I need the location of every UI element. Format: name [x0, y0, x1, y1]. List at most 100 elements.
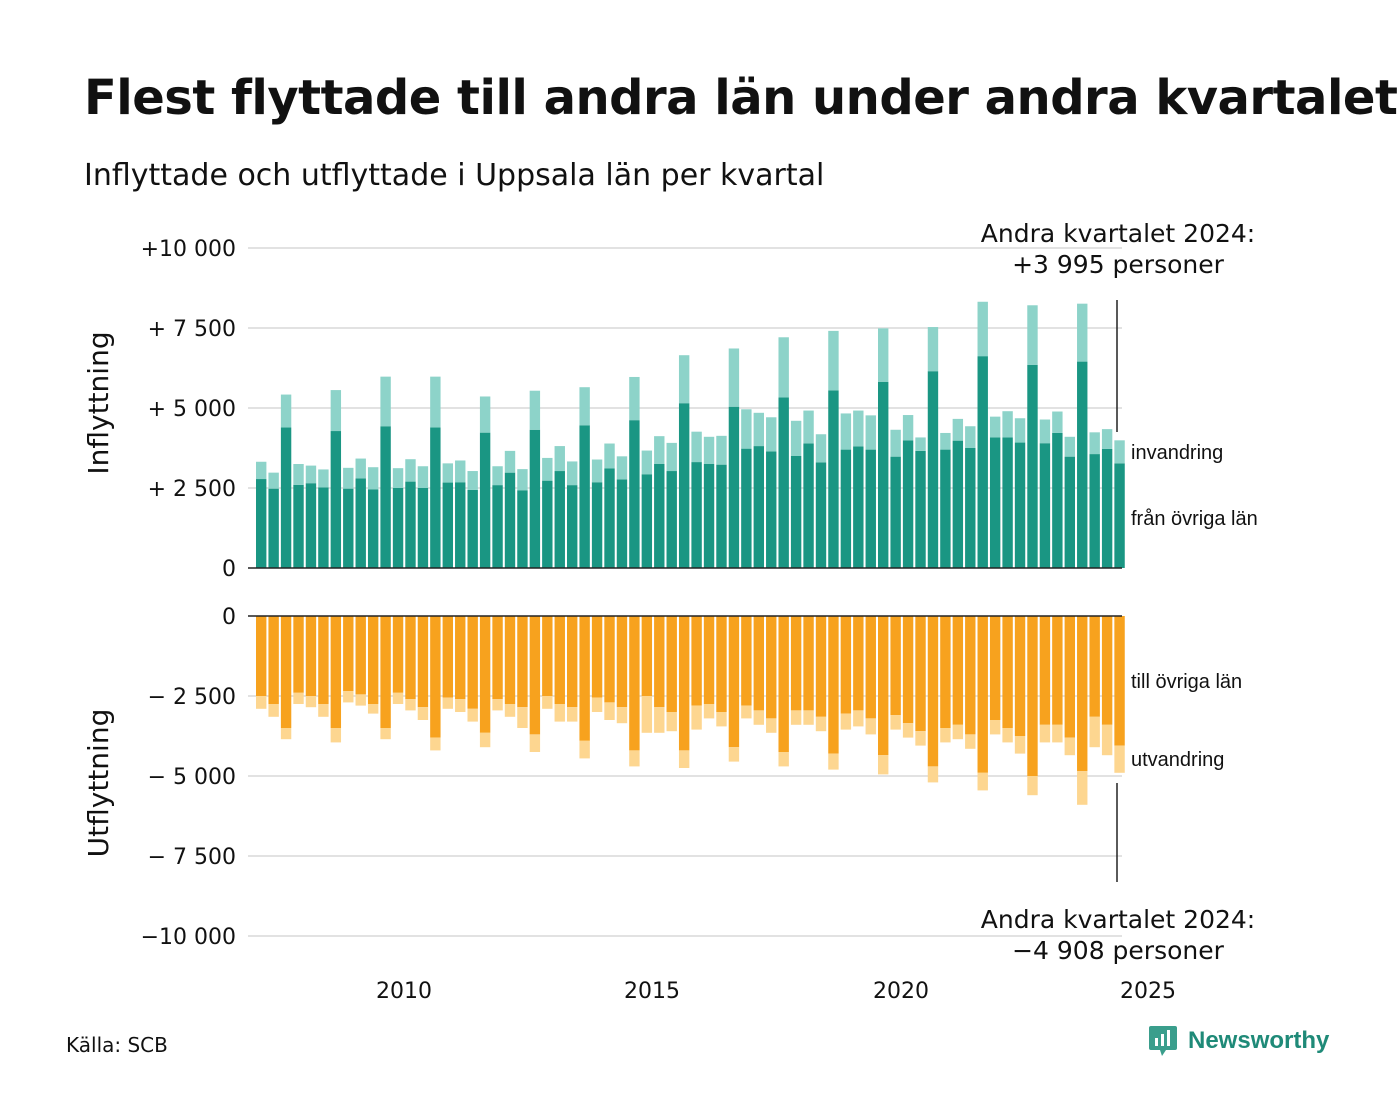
bar-immigration	[1089, 432, 1100, 455]
bar-to-other-counties	[1077, 616, 1088, 772]
bar-to-other-counties	[865, 616, 876, 719]
bar-emigration	[865, 718, 876, 735]
bar-to-other-counties	[629, 616, 640, 751]
bar-to-other-counties	[455, 616, 466, 700]
bar-to-other-counties	[1089, 616, 1100, 717]
bar-emigration	[591, 697, 603, 712]
bar-to-other-counties	[940, 616, 951, 728]
bar-to-other-counties	[567, 616, 578, 708]
bar-from-other-counties	[778, 397, 789, 568]
bar-to-other-counties	[915, 616, 926, 732]
y-tick-label: + 2 500	[148, 477, 236, 502]
bar-emigration	[355, 694, 366, 706]
bar-to-other-counties	[616, 616, 628, 708]
bar-emigration	[567, 707, 578, 722]
bar-from-other-counties	[654, 464, 665, 568]
bar-from-other-counties	[803, 443, 814, 568]
bar-immigration	[405, 459, 416, 482]
bar-emigration	[392, 692, 404, 704]
bar-emigration	[716, 712, 727, 727]
bar-to-other-counties	[305, 616, 317, 696]
bar-to-other-counties	[965, 616, 976, 735]
bar-immigration	[318, 469, 329, 488]
bar-immigration	[367, 467, 379, 490]
bar-from-other-counties	[1039, 443, 1051, 568]
bar-emigration	[728, 747, 740, 762]
bar-from-other-counties	[840, 449, 852, 568]
bar-from-other-counties	[330, 431, 342, 568]
bar-immigration	[915, 437, 926, 451]
bar-from-other-counties	[641, 474, 653, 568]
bar-to-other-counties	[517, 616, 528, 708]
chart-subtitle: Inflyttade och utflyttade i Uppsala län …	[84, 158, 825, 193]
bar-from-other-counties	[1027, 364, 1038, 568]
bar-from-other-counties	[542, 480, 553, 568]
bar-to-other-counties	[405, 616, 416, 700]
bar-immigration	[1052, 411, 1063, 433]
bar-emigration	[430, 737, 441, 751]
bar-immigration	[853, 410, 864, 447]
series-label-emigration: utvandring	[1131, 749, 1224, 771]
bar-from-other-counties	[504, 472, 516, 568]
bar-emigration	[305, 696, 317, 708]
bar-emigration	[890, 715, 901, 730]
bar-to-other-counties	[1039, 616, 1051, 725]
bar-immigration	[865, 415, 876, 450]
bar-from-other-counties	[367, 489, 379, 568]
y-axis-title-inflow: Inflyttning	[82, 331, 115, 474]
bar-from-other-counties	[1089, 454, 1100, 568]
bar-to-other-counties	[828, 616, 839, 754]
bar-emigration	[691, 705, 702, 730]
bar-from-other-counties	[1101, 448, 1113, 568]
bar-emigration	[330, 728, 342, 743]
bar-immigration	[616, 456, 628, 480]
bar-from-other-counties	[293, 484, 304, 568]
bar-immigration	[629, 376, 640, 421]
bar-emigration	[940, 728, 951, 743]
bar-from-other-counties	[417, 488, 429, 568]
bar-immigration	[455, 460, 466, 483]
bar-from-other-counties	[902, 440, 914, 568]
bar-emigration	[405, 699, 416, 711]
bar-from-other-counties	[691, 462, 702, 568]
brand-logo: Newsworthy	[1148, 1024, 1329, 1058]
bar-emigration	[1089, 716, 1100, 748]
bar-emigration	[678, 750, 690, 768]
bar-emigration	[616, 707, 628, 724]
bar-from-other-counties	[741, 448, 752, 568]
bar-to-other-counties	[430, 616, 441, 738]
bar-to-other-counties	[380, 616, 391, 728]
bar-immigration	[716, 435, 727, 465]
bar-emigration	[604, 702, 615, 720]
bar-emigration	[455, 699, 466, 712]
bar-from-other-counties	[716, 464, 727, 568]
bar-from-other-counties	[1064, 456, 1075, 568]
bar-from-other-counties	[343, 488, 354, 568]
bar-immigration	[666, 442, 677, 472]
bar-immigration	[940, 432, 951, 450]
bar-to-other-counties	[766, 616, 777, 719]
bar-immigration	[1077, 303, 1088, 362]
bar-from-other-counties	[965, 448, 976, 568]
bar-emigration	[803, 710, 814, 725]
bar-to-other-counties	[542, 616, 553, 696]
bar-from-other-counties	[567, 485, 578, 568]
bar-from-other-counties	[629, 420, 640, 568]
bar-emigration	[965, 734, 976, 749]
bar-to-other-counties	[977, 616, 988, 773]
bar-to-other-counties	[691, 616, 702, 706]
bar-immigration	[330, 390, 342, 432]
bar-immigration	[529, 390, 541, 430]
bar-to-other-counties	[1114, 616, 1125, 746]
bar-to-other-counties	[641, 616, 653, 696]
bar-emigration	[529, 734, 541, 752]
bar-to-other-counties	[927, 616, 939, 767]
bar-from-other-counties	[952, 440, 964, 568]
bar-to-other-counties	[330, 616, 342, 728]
bar-immigration	[741, 409, 752, 449]
bar-emigration	[442, 697, 453, 709]
bar-emigration	[790, 710, 802, 725]
bar-emigration	[504, 704, 516, 717]
bar-from-other-counties	[815, 462, 827, 568]
bar-immigration	[678, 355, 690, 404]
